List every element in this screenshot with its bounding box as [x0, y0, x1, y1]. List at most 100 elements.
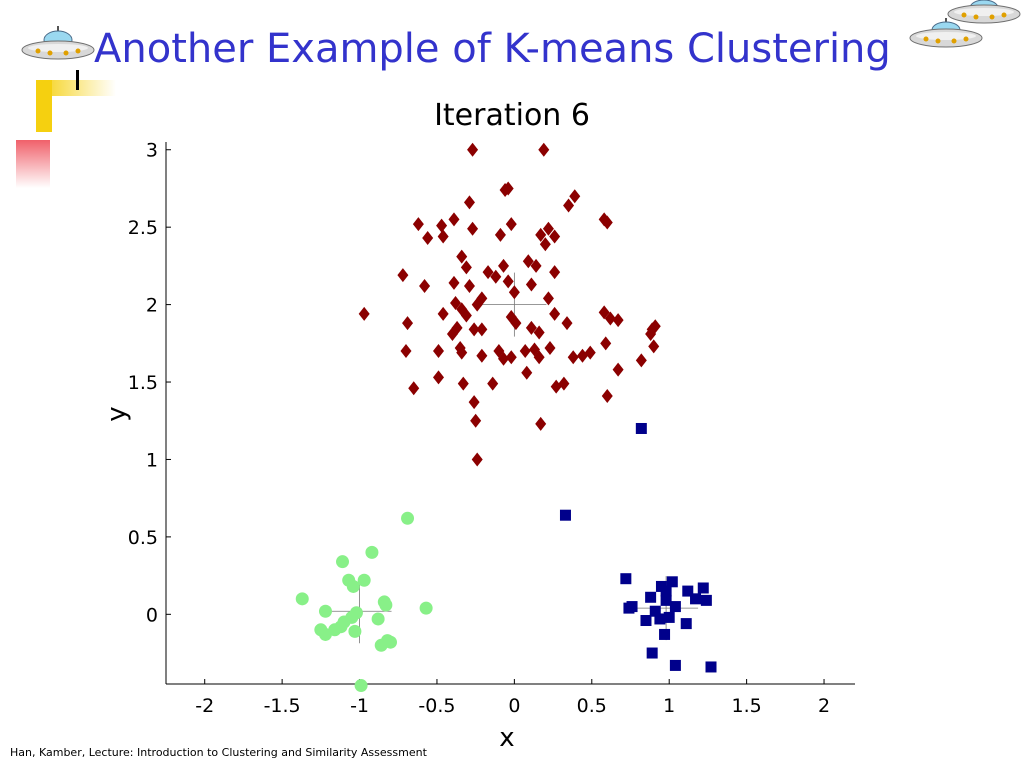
data-point	[482, 265, 494, 280]
data-point	[471, 297, 483, 312]
data-point	[295, 592, 309, 606]
data-point	[640, 615, 652, 627]
data-point	[437, 306, 449, 321]
data-point	[468, 322, 480, 337]
data-point	[318, 627, 332, 641]
data-point	[598, 305, 610, 320]
data-point	[666, 576, 678, 588]
ufo-icon-left	[21, 26, 95, 60]
data-point	[535, 227, 547, 242]
data-point	[542, 221, 554, 236]
data-point	[494, 227, 506, 242]
data-point	[476, 322, 488, 337]
data-point	[450, 296, 462, 311]
data-point	[690, 593, 702, 605]
data-point	[468, 395, 480, 410]
data-point	[558, 376, 570, 391]
data-point	[419, 279, 431, 294]
data-point	[623, 602, 635, 614]
x-tick-label: -2	[195, 695, 214, 717]
chart-title: Iteration 6	[434, 98, 590, 133]
data-point	[544, 340, 556, 355]
data-point	[601, 388, 613, 403]
data-point	[539, 237, 551, 252]
data-point	[604, 311, 616, 326]
y-tick-label: 1.5	[128, 372, 158, 394]
yellow-corner-bar-vertical-icon	[36, 80, 52, 132]
data-point	[456, 249, 468, 264]
data-point	[451, 320, 463, 335]
data-point	[680, 618, 692, 630]
data-point	[635, 422, 647, 434]
data-point	[490, 269, 502, 284]
data-point	[635, 353, 647, 368]
data-point	[379, 598, 393, 612]
slide-title: Another Example of K-means Clustering	[94, 26, 891, 72]
x-tick-label: -1.5	[264, 695, 301, 717]
data-point	[563, 198, 575, 213]
data-point	[346, 579, 360, 593]
data-point	[470, 413, 482, 428]
data-point	[649, 605, 661, 617]
data-point	[612, 362, 624, 377]
y-tick-label: 1	[146, 449, 158, 471]
data-point	[467, 221, 479, 236]
data-point	[460, 308, 472, 323]
data-point	[365, 545, 379, 559]
data-point	[318, 604, 332, 618]
data-point	[433, 344, 445, 359]
data-point	[600, 336, 612, 351]
data-point	[522, 254, 534, 269]
slide-footer: Han, Kamber, Lecture: Introduction to Cl…	[10, 746, 427, 759]
data-point	[502, 274, 514, 289]
data-point	[559, 509, 571, 521]
data-point	[542, 291, 554, 306]
data-point	[357, 573, 371, 587]
data-point	[510, 316, 522, 331]
ufo-icon-top-right	[947, 0, 1021, 24]
data-point	[354, 679, 368, 693]
data-point	[682, 585, 694, 597]
title-marker-bar-icon	[76, 70, 79, 90]
data-point	[448, 275, 460, 290]
data-point	[437, 229, 449, 244]
series-1	[358, 142, 661, 467]
data-point	[620, 573, 632, 585]
data-point	[457, 376, 469, 391]
ufo-icon-right	[909, 18, 983, 48]
data-point	[463, 195, 475, 210]
data-point	[549, 265, 561, 280]
data-point	[422, 231, 434, 246]
data-point	[521, 365, 533, 380]
data-point	[467, 142, 479, 157]
data-point	[584, 345, 596, 360]
y-tick-label: 2.5	[128, 217, 158, 239]
data-point	[549, 306, 561, 321]
data-point	[645, 327, 657, 342]
data-point	[348, 624, 362, 638]
plot-axes: -2 -1.5 -1 -0.5 0 0.5 1 1.5 2 0 0.5 1 1.5 2 2.5 3	[128, 140, 855, 717]
y-axis-label: y	[102, 406, 132, 421]
data-point	[705, 661, 717, 673]
data-point	[400, 344, 412, 359]
series-2	[295, 511, 433, 693]
data-point	[498, 258, 510, 273]
data-point	[336, 555, 350, 569]
data-point	[371, 612, 385, 626]
data-point	[567, 350, 579, 365]
data-point	[654, 613, 666, 625]
x-tick-label: 1.5	[732, 695, 762, 717]
data-point	[530, 258, 542, 273]
data-point	[646, 647, 658, 659]
data-point	[697, 582, 709, 594]
y-tick-label: 0	[146, 604, 158, 626]
data-point	[498, 351, 510, 366]
data-point	[476, 348, 488, 363]
data-point	[412, 217, 424, 232]
x-tick-label: 0	[508, 695, 520, 717]
data-point	[538, 142, 550, 157]
data-point	[358, 306, 370, 321]
red-corner-block-icon	[16, 140, 50, 188]
x-tick-label: -0.5	[418, 695, 455, 717]
